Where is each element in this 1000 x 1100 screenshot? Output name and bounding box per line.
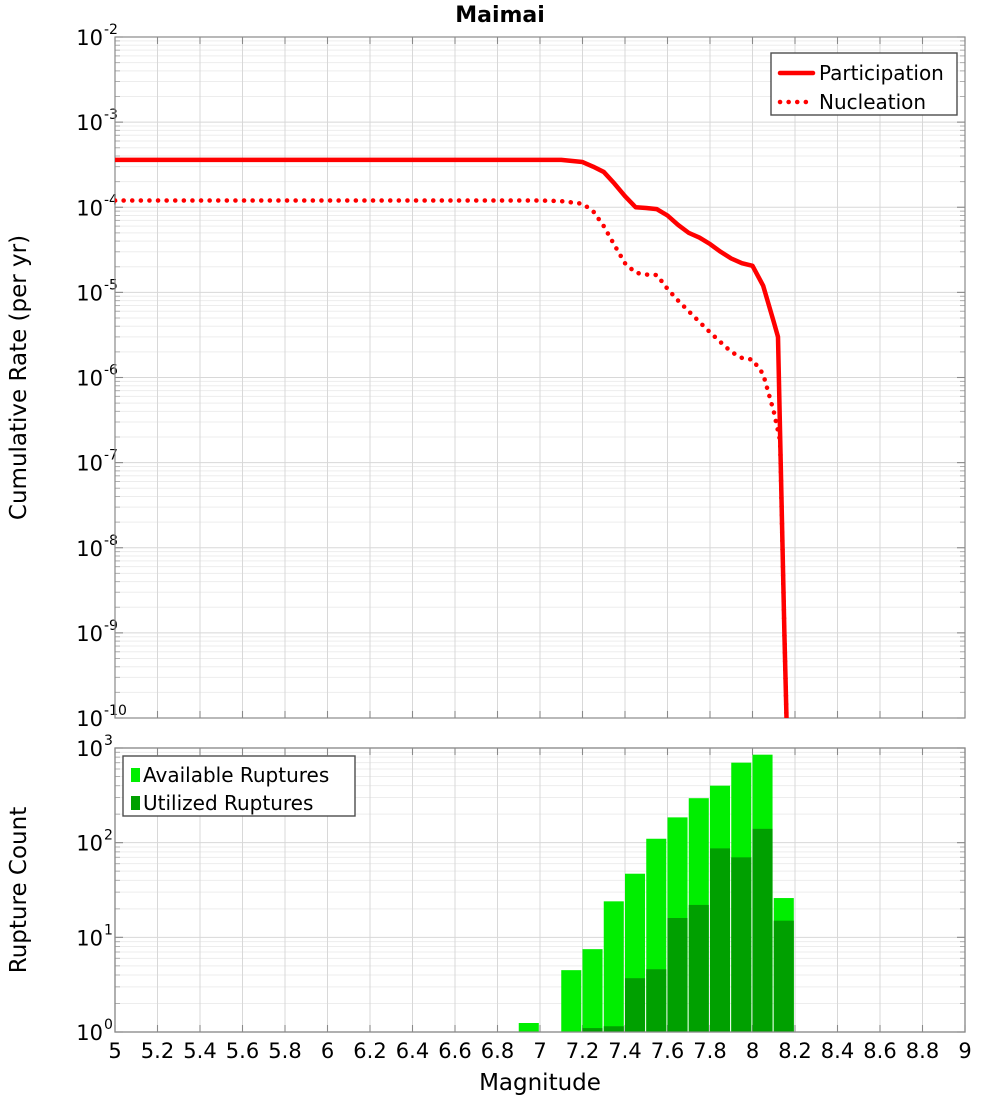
- bar-utilized: [731, 857, 752, 1032]
- tick-label-exponent: 2: [104, 828, 113, 844]
- x-tick-label: 7: [533, 1039, 546, 1063]
- tick-label-exponent: -8: [104, 533, 118, 549]
- legend-swatch-available: [131, 768, 140, 782]
- bar-utilized: [603, 1026, 624, 1032]
- x-tick-label: 8.6: [863, 1039, 896, 1063]
- bar-utilized: [582, 1028, 603, 1032]
- tick-label-exponent: -9: [104, 618, 118, 634]
- tick-label-base: 10: [76, 196, 103, 220]
- y-tick-label: 10 -2: [76, 22, 118, 50]
- x-tick-label: 8.8: [906, 1039, 939, 1063]
- x-axis-label: Magnitude: [479, 1070, 601, 1096]
- y-axis-label-bottom: Rupture Count: [6, 807, 32, 973]
- x-tick-label: 8: [746, 1039, 759, 1063]
- rupture-count-panel: 10 010 110 210 35 5.2 5.4 5.6 5.8 6 6.2 6.4 6.6 6.8 7 7…: [6, 733, 972, 1096]
- x-tick-label: 6.4: [396, 1039, 429, 1063]
- x-tick-label: 5.4: [183, 1039, 216, 1063]
- x-tick-label: 5.8: [268, 1039, 301, 1063]
- bar-utilized: [773, 920, 794, 1032]
- y-tick-label: 10 2: [76, 828, 113, 856]
- x-tick-label: 5: [108, 1039, 121, 1063]
- bar-available: [561, 970, 582, 1032]
- x-tick-label: 7.2: [566, 1039, 599, 1063]
- x-tick-label: 6.2: [353, 1039, 386, 1063]
- bar-available: [603, 901, 624, 1032]
- tick-label-exponent: -2: [104, 22, 118, 38]
- legend-bottom: [122, 755, 356, 817]
- bar-available: [582, 949, 603, 1032]
- y-tick-label: 10 -9: [76, 618, 118, 646]
- tick-label-base: 10: [76, 26, 103, 50]
- tick-label-base: 10: [76, 452, 103, 476]
- bar-utilized: [667, 918, 688, 1032]
- y-tick-label: 10 0: [76, 1017, 113, 1045]
- series-line-nucleation: [115, 198, 789, 718]
- y-tick-label: 10 1: [76, 922, 113, 950]
- legend-label-utilized-ruptures: Utilized Ruptures: [143, 791, 313, 815]
- tick-label-base: 10: [76, 737, 103, 761]
- tick-label-exponent: -5: [104, 277, 118, 293]
- x-tick-label: 8.4: [821, 1039, 854, 1063]
- x-tick-label: 6.6: [438, 1039, 471, 1063]
- tick-label-exponent: -6: [104, 363, 118, 379]
- y-axis-label-top: Cumulative Rate (per yr): [6, 235, 32, 520]
- x-tick-label: 7.6: [651, 1039, 684, 1063]
- x-tick-label: 5.6: [226, 1039, 259, 1063]
- legend-label-participation: Participation: [819, 61, 944, 85]
- tick-label-base: 10: [76, 367, 103, 391]
- series-line-participation: [115, 157, 789, 718]
- cumulative-rate-panel: 10-210-310-410-510-610-710-810-910 -10Cum…: [6, 22, 966, 731]
- legend-top: [770, 52, 958, 116]
- tick-label-exponent: 0: [104, 1017, 113, 1033]
- x-tick-label: 6.8: [481, 1039, 514, 1063]
- x-tick-label: 6: [321, 1039, 334, 1063]
- tick-label-base: 10: [76, 707, 103, 731]
- tick-label-base: 10: [76, 281, 103, 305]
- tick-label-exponent: -7: [104, 448, 118, 464]
- tick-label-exponent: 3: [104, 733, 113, 749]
- legend-label-nucleation: Nucleation: [819, 90, 926, 114]
- x-tick-label: 9: [958, 1039, 971, 1063]
- legend-swatch-utilized: [131, 796, 140, 810]
- x-tick-label: 7.8: [693, 1039, 726, 1063]
- bar-available: [518, 1023, 539, 1032]
- x-tick-label: 7.4: [608, 1039, 641, 1063]
- tick-label-base: 10: [76, 111, 103, 135]
- tick-label-base: 10: [76, 832, 103, 856]
- y-tick-label: 10 3: [76, 733, 113, 761]
- tick-label-exponent: -3: [104, 107, 118, 123]
- tick-label-base: 10: [76, 926, 103, 950]
- bar-utilized: [646, 969, 667, 1032]
- bar-utilized: [625, 978, 646, 1032]
- plot-frame: [114, 36, 966, 719]
- tick-label-base: 10: [76, 1021, 103, 1045]
- bar-utilized: [710, 848, 731, 1032]
- x-tick-label: 5.2: [141, 1039, 174, 1063]
- bar-utilized: [688, 904, 709, 1032]
- tick-label-base: 10: [76, 622, 103, 646]
- tick-label-base: 10: [76, 537, 103, 561]
- legend-label-available-ruptures: Available Ruptures: [143, 763, 329, 787]
- tick-label-exponent: 1: [104, 922, 113, 938]
- bar-utilized: [752, 828, 773, 1032]
- x-tick-label: 8.2: [778, 1039, 811, 1063]
- plot-frame: [114, 747, 966, 1033]
- page-title: Maimai: [455, 3, 545, 28]
